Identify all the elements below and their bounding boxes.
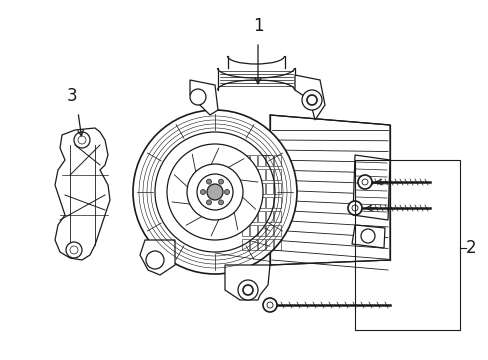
Bar <box>242 155 248 166</box>
Circle shape <box>218 200 223 205</box>
Bar <box>242 211 248 222</box>
Bar <box>265 183 272 194</box>
Circle shape <box>357 175 371 189</box>
Polygon shape <box>224 265 269 300</box>
Bar <box>273 155 281 166</box>
Circle shape <box>206 184 223 200</box>
Bar <box>265 169 272 180</box>
Circle shape <box>218 179 223 184</box>
Circle shape <box>167 144 263 240</box>
Bar <box>249 183 257 194</box>
Circle shape <box>206 200 211 205</box>
Bar <box>265 197 272 208</box>
Text: 2: 2 <box>465 239 476 257</box>
Bar <box>242 169 248 180</box>
Circle shape <box>224 189 229 194</box>
Bar <box>273 197 281 208</box>
Circle shape <box>351 205 357 211</box>
Circle shape <box>155 132 274 252</box>
Bar <box>249 211 257 222</box>
Bar <box>242 183 248 194</box>
Bar <box>258 211 264 222</box>
Polygon shape <box>190 80 218 115</box>
Circle shape <box>200 189 205 194</box>
Circle shape <box>146 251 163 269</box>
Bar <box>273 211 281 222</box>
Circle shape <box>206 179 211 184</box>
Circle shape <box>243 285 252 295</box>
Polygon shape <box>269 115 389 265</box>
Circle shape <box>74 132 90 148</box>
Bar <box>265 225 272 236</box>
Circle shape <box>347 201 361 215</box>
Circle shape <box>266 302 272 308</box>
Polygon shape <box>351 225 384 248</box>
Bar <box>273 225 281 236</box>
Text: 1: 1 <box>252 17 263 35</box>
Bar <box>249 239 257 250</box>
Polygon shape <box>352 155 389 220</box>
Circle shape <box>238 280 258 300</box>
Bar <box>242 225 248 236</box>
Bar <box>249 225 257 236</box>
Circle shape <box>360 229 374 243</box>
Circle shape <box>197 174 232 210</box>
Bar <box>273 183 281 194</box>
Bar <box>242 197 248 208</box>
Bar <box>273 239 281 250</box>
Bar <box>265 155 272 166</box>
Bar <box>249 197 257 208</box>
Circle shape <box>66 242 82 258</box>
Circle shape <box>186 164 243 220</box>
Circle shape <box>302 90 321 110</box>
Text: 3: 3 <box>66 87 77 105</box>
Bar <box>258 225 264 236</box>
Polygon shape <box>140 240 175 275</box>
Circle shape <box>263 298 276 312</box>
Bar <box>249 169 257 180</box>
Bar <box>265 211 272 222</box>
Bar <box>258 239 264 250</box>
Circle shape <box>306 95 316 105</box>
Circle shape <box>190 89 205 105</box>
Bar <box>258 169 264 180</box>
Circle shape <box>133 110 296 274</box>
Bar <box>258 155 264 166</box>
Polygon shape <box>294 75 325 120</box>
Circle shape <box>361 179 367 185</box>
Polygon shape <box>55 128 110 260</box>
Bar <box>258 183 264 194</box>
Bar <box>354 160 459 330</box>
Bar <box>258 197 264 208</box>
Bar <box>249 155 257 166</box>
Bar <box>273 169 281 180</box>
Bar <box>265 239 272 250</box>
Bar <box>242 239 248 250</box>
